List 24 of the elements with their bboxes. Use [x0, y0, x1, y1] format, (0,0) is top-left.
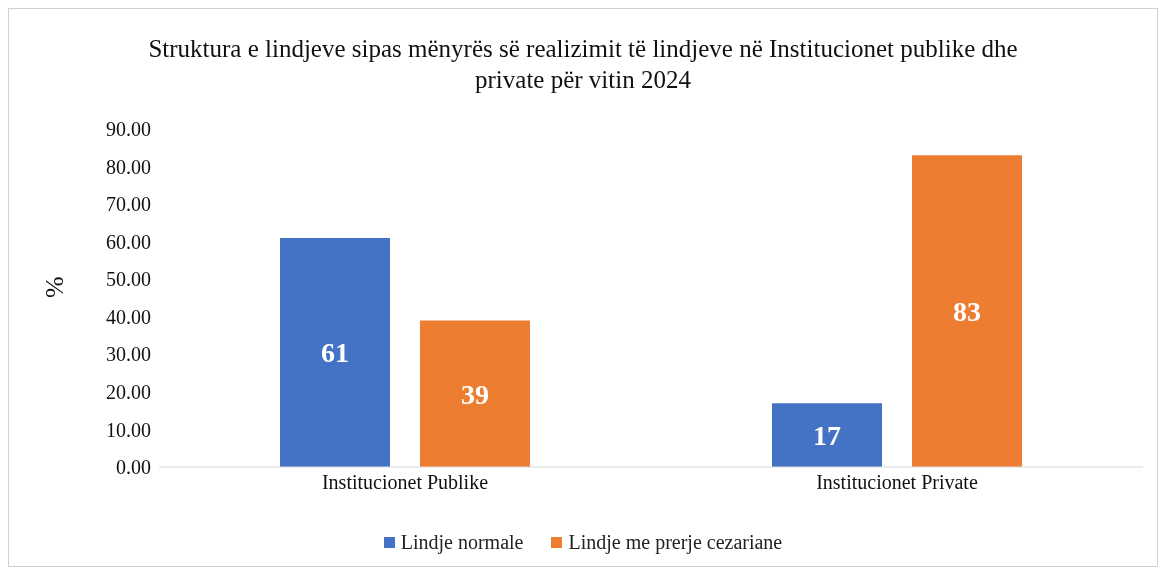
y-tick-label: 80.00: [106, 155, 151, 178]
bar: [912, 155, 1022, 467]
y-tick-label: 10.00: [106, 418, 151, 441]
bar: [772, 403, 882, 467]
data-label: 17: [813, 420, 841, 452]
x-tick-label: Institucionet Private: [816, 471, 978, 494]
y-tick-label: 0.00: [116, 456, 151, 479]
chart-title: Struktura e lindjeve sipas mënyrës së realizimit të lindjeve në Institucionet publike dhe private për vitin 2024: [147, 34, 1019, 95]
y-tick-label: 20.00: [106, 380, 151, 403]
legend-label: Lindje normale: [400, 531, 524, 554]
y-axis-title: %: [40, 276, 70, 298]
y-tick-label: 70.00: [106, 193, 151, 216]
legend-label: Lindje me prerje cezariane: [568, 531, 783, 554]
bar: [280, 237, 390, 467]
y-tick-label: 30.00: [106, 343, 151, 366]
y-tick-label: 50.00: [106, 268, 151, 291]
data-label: 39: [461, 378, 489, 410]
y-tick-label: 90.00: [106, 118, 151, 141]
y-tick-label: 40.00: [106, 305, 151, 328]
y-tick-label: 60.00: [106, 230, 151, 253]
data-label: 83: [953, 296, 981, 328]
x-tick-label: Institucionet Publike: [321, 471, 489, 494]
bar: [420, 320, 530, 467]
data-label: 61: [321, 337, 349, 369]
